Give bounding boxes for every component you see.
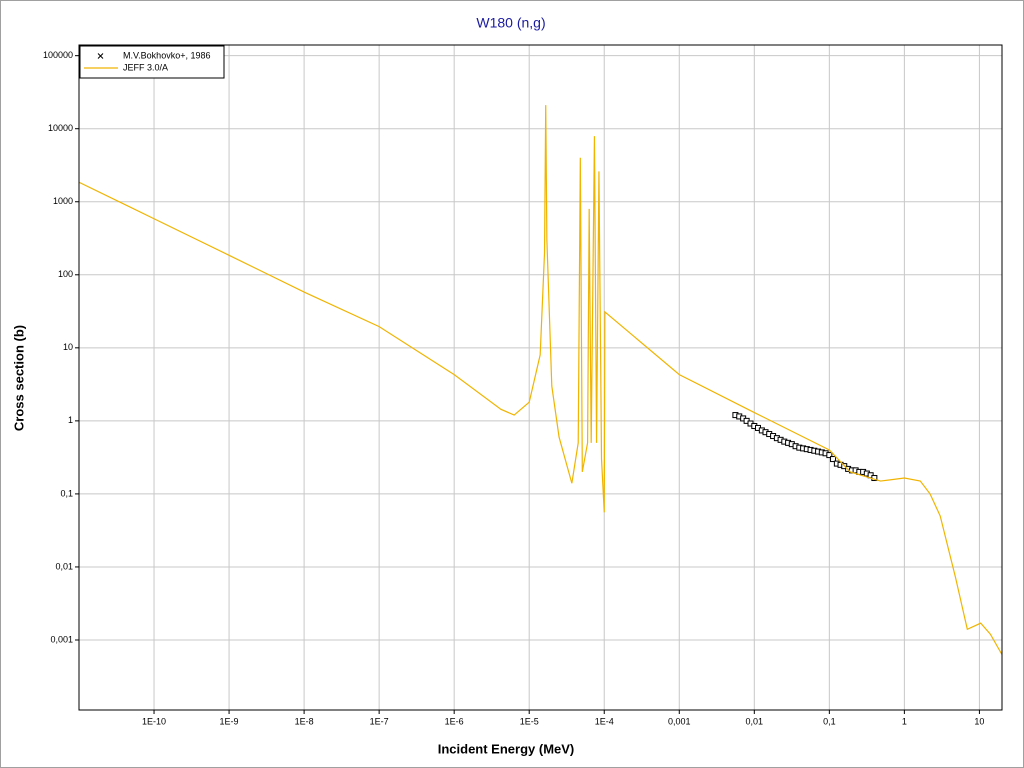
data-line (78, 105, 1003, 655)
data-point (826, 452, 833, 459)
y-tick-label: 0,01 (55, 561, 73, 571)
x-tick-label: 0,001 (668, 716, 691, 726)
y-tick-label: 10000 (48, 123, 73, 133)
y-tick-label: 100000 (43, 50, 73, 60)
y-tick-label: 1000 (53, 196, 73, 206)
x-tick-label: 0,1 (823, 716, 836, 726)
legend-box (79, 45, 225, 79)
legend-label: M.V.Bokhovko+, 1986 (123, 50, 210, 60)
x-tick-label: 1E-5 (520, 716, 539, 726)
y-tick-label: 0,1 (60, 488, 73, 498)
legend-marker (97, 53, 104, 59)
x-axis-label: Incident Energy (MeV) (438, 741, 575, 756)
y-tick-label: 10 (63, 342, 73, 352)
grid (79, 45, 1002, 710)
plot-border (78, 44, 1003, 711)
y-tick-label: 0,001 (50, 634, 73, 644)
legend: M.V.Bokhovko+, 1986 JEFF 3.0/A (79, 45, 225, 79)
x-tick-label: 1E-6 (445, 716, 464, 726)
x-tick-label: 1E-10 (142, 716, 166, 726)
plot (78, 105, 1003, 655)
x-tick-label: 1 (902, 716, 907, 726)
y-tick-label: 1 (68, 415, 73, 425)
x-tick-label: 1E-9 (220, 716, 239, 726)
x-tick-label: 1E-7 (370, 716, 389, 726)
y-axis-label: Cross section (b) (11, 325, 26, 431)
data-point (830, 456, 837, 463)
x-tick-label: 0,01 (746, 716, 764, 726)
y-tick-label: 100 (58, 269, 73, 279)
x-tick-label: 10 (974, 716, 984, 726)
x-tick-label: 1E-4 (595, 716, 614, 726)
legend-label: JEFF 3.0/A (123, 62, 168, 72)
x-tick-label: 1E-8 (295, 716, 314, 726)
chart-title: W180 (n,g) (476, 15, 545, 31)
